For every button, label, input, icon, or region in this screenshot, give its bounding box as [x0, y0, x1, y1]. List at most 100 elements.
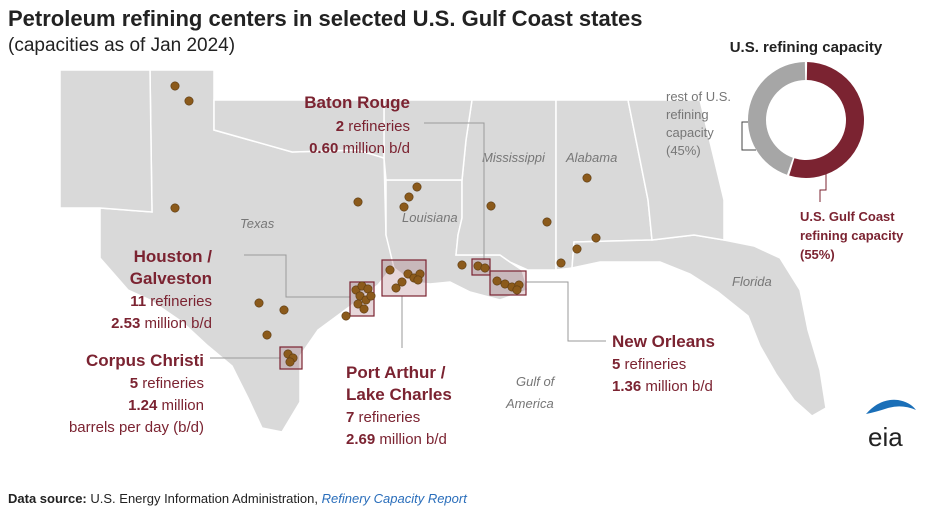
corpus-capacity: 1.24: [128, 397, 158, 414]
refinery-dot: [404, 192, 414, 202]
refinery-dot: [366, 291, 376, 301]
donut-rest-slice: [747, 62, 806, 175]
port-arthur-capacity-unit: million b/d: [379, 431, 447, 448]
refinery-dot: [480, 263, 490, 273]
data-source: Data source: U.S. Energy Information Adm…: [8, 491, 467, 506]
corpus-count-line: 5 refineries: [130, 375, 204, 392]
label-mississippi: Mississippi: [482, 150, 546, 165]
new-orleans-capacity-line: 1.36 million b/d: [612, 378, 713, 395]
refinery-dot: [542, 217, 552, 227]
florida-shape: [571, 234, 827, 417]
corpus-capacity-unit: million: [161, 397, 204, 414]
corpus-capacity-unit2: barrels per day (b/d): [69, 419, 204, 436]
refinery-dot: [556, 258, 566, 268]
houston-count-unit: refineries: [150, 293, 212, 310]
refinery-dot: [184, 96, 194, 106]
refinery-dot: [279, 305, 289, 315]
houston-name-line1: Houston /: [134, 247, 213, 266]
port-arthur-capacity: 2.69: [346, 431, 375, 448]
donut-gulf-label-1: U.S. Gulf Coast: [800, 209, 895, 224]
donut-rest-pct: (45%): [666, 143, 701, 158]
refinery-dot: [591, 233, 601, 243]
leader-baton-rouge: [424, 122, 485, 260]
refinery-dot: [170, 203, 180, 213]
refinery-dot: [170, 81, 180, 91]
refinery-dot: [359, 304, 369, 314]
baton-rouge-count-line: 2 refineries: [336, 118, 410, 135]
corpus-name: Corpus Christi: [86, 351, 204, 370]
leader-houston: [244, 254, 350, 298]
baton-rouge-capacity-line: 0.60 million b/d: [309, 140, 410, 157]
baton-rouge-name: Baton Rouge: [304, 93, 410, 112]
new-mexico-shape: [59, 69, 153, 213]
new-orleans-capacity-unit: million b/d: [645, 378, 713, 395]
houston-capacity: 2.53: [111, 315, 140, 332]
new-orleans-count: 5: [612, 356, 620, 373]
refinery-dot: [385, 265, 395, 275]
refinery-dot: [285, 357, 295, 367]
houston-count: 11: [130, 293, 146, 310]
eia-logo-swoosh: [866, 399, 916, 414]
georgia-shape: [627, 99, 725, 241]
refinery-dot: [353, 197, 363, 207]
new-orleans-name: New Orleans: [612, 332, 715, 351]
page-title: Petroleum refining centers in selected U…: [8, 6, 643, 31]
mississippi-shape: [455, 99, 557, 271]
houston-count-line: 11 refineries: [130, 293, 212, 310]
corpus-count-unit: refineries: [142, 375, 204, 392]
refinery-dot: [353, 299, 363, 309]
refinery-dot: [572, 244, 582, 254]
refinery-dot: [391, 283, 401, 293]
baton-rouge-count-unit: refineries: [348, 118, 410, 135]
donut-gulf-label-2: refining capacity: [800, 228, 904, 243]
source-org: U.S. Energy Information Administration,: [90, 491, 318, 506]
baton-rouge-capacity-unit: million b/d: [342, 140, 410, 157]
refinery-dot: [582, 173, 592, 183]
donut-gulf-leader: [819, 172, 827, 202]
donut-gulf-slice: [789, 62, 865, 179]
eia-logo-text: eia: [868, 422, 903, 452]
port-arthur-name-line1: Port Arthur /: [346, 363, 446, 382]
label-gulf-line2: America: [505, 396, 554, 411]
refinery-dot: [254, 298, 264, 308]
label-texas: Texas: [240, 216, 275, 231]
source-report-link[interactable]: Refinery Capacity Report: [321, 491, 467, 506]
port-arthur-count-unit: refineries: [359, 409, 421, 426]
houston-capacity-line: 2.53 million b/d: [111, 315, 212, 332]
new-orleans-count-line: 5 refineries: [612, 356, 686, 373]
baton-rouge-capacity: 0.60: [309, 140, 338, 157]
label-florida: Florida: [732, 274, 772, 289]
page-subtitle: (capacities as of Jan 2024): [8, 35, 236, 56]
eia-logo: eia: [866, 399, 916, 452]
baton-rouge-count: 2: [336, 118, 344, 135]
corpus-capacity-line: 1.24 million: [128, 397, 204, 414]
refinery-dot: [399, 202, 409, 212]
label-alabama: Alabama: [565, 150, 617, 165]
refinery-dot: [262, 330, 272, 340]
refinery-dot: [486, 201, 496, 211]
refinery-dot: [457, 260, 467, 270]
corpus-count: 5: [130, 375, 138, 392]
label-gulf-line1: Gulf of: [516, 374, 556, 389]
port-arthur-name-line2: Lake Charles: [346, 385, 452, 404]
refinery-dot: [413, 275, 423, 285]
houston-capacity-unit: million b/d: [144, 315, 212, 332]
donut-chart: U.S. refining capacity rest of U.S. refi…: [666, 39, 904, 262]
source-label: Data source:: [8, 491, 87, 506]
donut-gulf-pct: (55%): [800, 247, 835, 262]
donut-rest-label-2: refining: [666, 107, 709, 122]
donut-rest-leader: [741, 121, 756, 151]
land-layer: [59, 69, 827, 433]
oklahoma-shape: [213, 99, 385, 160]
port-arthur-count: 7: [346, 409, 354, 426]
label-louisiana: Louisiana: [402, 210, 458, 225]
leader-new-orleans: [526, 281, 606, 342]
new-orleans-count-unit: refineries: [625, 356, 687, 373]
donut-rest-label-1: rest of U.S.: [666, 89, 731, 104]
port-arthur-capacity-line: 2.69 million b/d: [346, 431, 447, 448]
refinery-dot: [492, 276, 502, 286]
port-arthur-count-line: 7 refineries: [346, 409, 420, 426]
new-orleans-capacity: 1.36: [612, 378, 641, 395]
